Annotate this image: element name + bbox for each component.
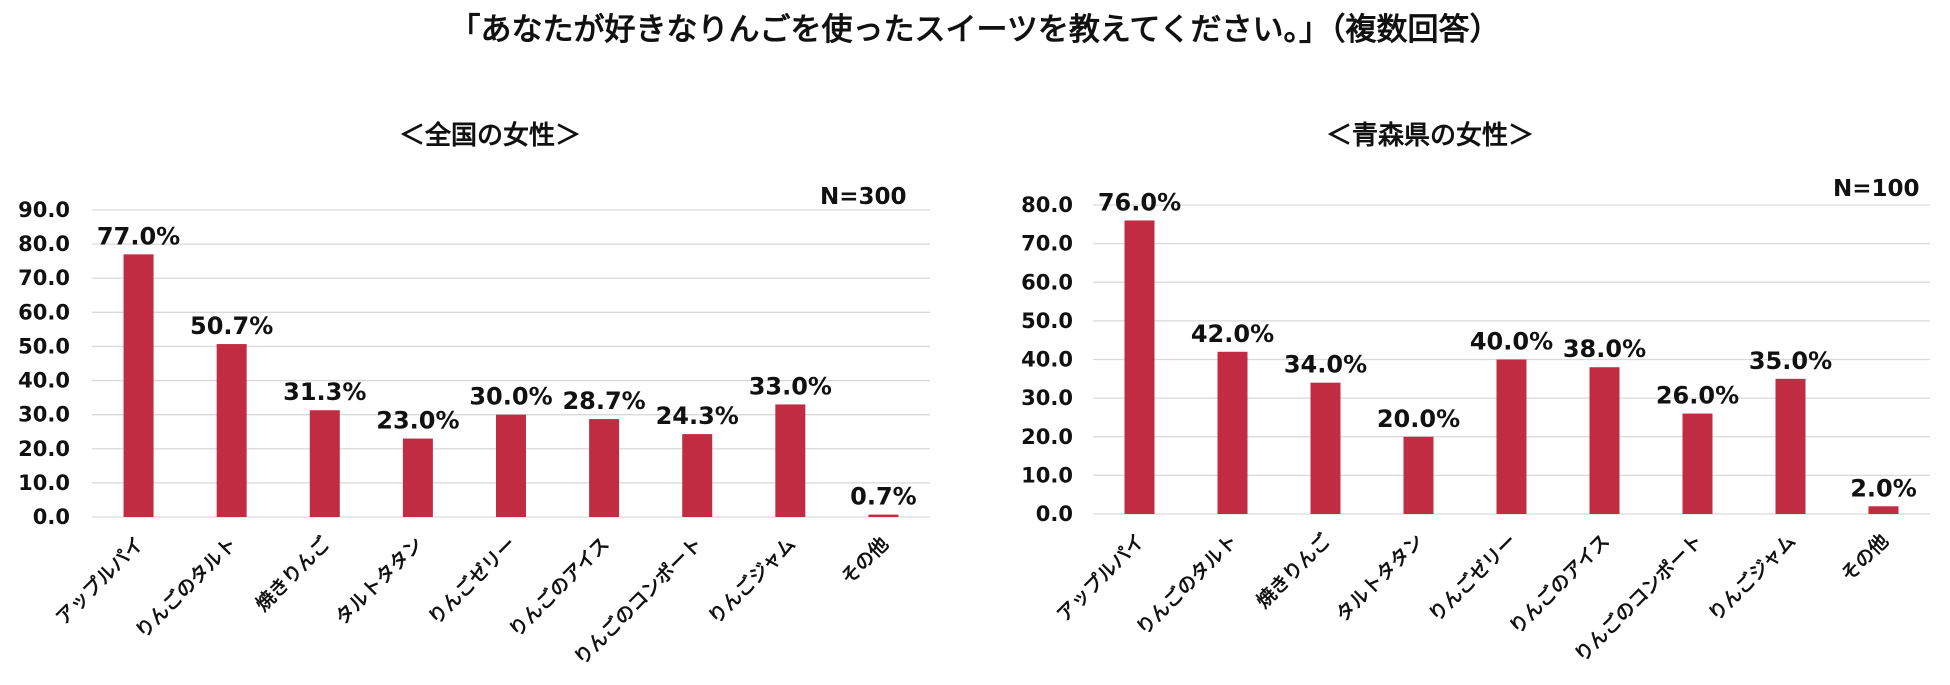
y-tick-label: 0.0	[33, 505, 70, 529]
sample-size-label: N=100	[1833, 176, 1920, 202]
y-tick-label: 20.0	[1021, 425, 1073, 449]
y-tick-label: 70.0	[18, 266, 70, 290]
x-tick-label: 焼きりんご	[251, 532, 334, 615]
bar	[1217, 351, 1248, 514]
bar	[402, 438, 433, 517]
y-tick-label: 80.0	[1021, 193, 1073, 217]
x-tick-label: アップルパイ	[1052, 529, 1149, 626]
bar	[775, 404, 806, 517]
data-label: 24.3%	[656, 402, 739, 430]
x-tick-label: りんごジャム	[1704, 529, 1800, 625]
x-tick-label: その他	[836, 532, 893, 589]
y-tick-label: 10.0	[1021, 463, 1073, 487]
main-title: 「あなたが好きなりんごを使ったスイーツを教えてください。」（複数回答）	[449, 12, 1501, 48]
chart-nationwide: ＜全国の女性＞ N=300 0.0 10.0 20.0 30.0 40.0 50.0 60.…	[0, 110, 950, 685]
bar	[589, 419, 620, 517]
y-tick-label: 20.0	[18, 437, 70, 461]
chart-aomori-plot: 0.0 10.0 20.0 30.0 40.0 50.0 60.0 70.0 80.0 76.0%…	[1021, 188, 1930, 666]
bar	[1496, 359, 1527, 514]
y-tick-label: 60.0	[18, 300, 70, 324]
y-tick-label: 50.0	[18, 334, 70, 358]
chart-aomori: ＜青森県の女性＞ N=100 0.0 10.0 20.0 30.0 40.0 50.0 60…	[985, 110, 1950, 685]
bar	[309, 410, 340, 517]
y-tick-label: 0.0	[1036, 502, 1073, 526]
chart-title: ＜青森県の女性＞	[1325, 121, 1534, 151]
sample-size-label: N=300	[820, 184, 907, 210]
data-label: 76.0%	[1098, 188, 1181, 216]
y-tick-label: 30.0	[18, 403, 70, 427]
x-tick-label: りんごのアイス	[1505, 529, 1614, 638]
chart-title: ＜全国の女性＞	[398, 121, 581, 151]
data-label: 2.0%	[1850, 474, 1917, 502]
x-tick-label: アップルパイ	[51, 532, 148, 629]
bar	[1589, 367, 1620, 514]
data-label: 28.7%	[562, 387, 645, 415]
data-label: 77.0%	[97, 222, 180, 250]
y-tick-label: 80.0	[18, 232, 70, 256]
x-tick-label: タルトタタン	[1332, 530, 1428, 626]
bar	[216, 344, 247, 517]
bar	[868, 514, 899, 517]
data-label: 50.7%	[190, 312, 273, 340]
bar	[123, 254, 154, 517]
y-tick-label: 90.0	[18, 198, 70, 222]
data-label: 26.0%	[1656, 382, 1739, 410]
x-tick-label: りんごゼリー	[424, 532, 521, 629]
bar	[496, 414, 526, 517]
data-label: 23.0%	[376, 407, 459, 435]
y-tick-label: 60.0	[1021, 270, 1073, 294]
x-tick-label: 焼きりんご	[1252, 529, 1335, 612]
y-tick-label: 50.0	[1021, 309, 1073, 333]
data-label: 42.0%	[1191, 320, 1274, 348]
x-tick-label: りんごジャム	[704, 532, 800, 628]
data-label: 40.0%	[1470, 328, 1553, 356]
bar	[1403, 436, 1434, 514]
data-label: 34.0%	[1284, 351, 1367, 379]
data-label: 33.0%	[749, 372, 832, 400]
bar	[682, 434, 713, 517]
data-label: 35.0%	[1749, 347, 1832, 375]
bar	[1868, 506, 1899, 514]
y-tick-label: 70.0	[1021, 232, 1073, 256]
bar	[1682, 413, 1713, 514]
bar	[1310, 382, 1341, 514]
x-tick-label: りんごのアイス	[504, 532, 613, 641]
data-label: 20.0%	[1377, 405, 1460, 433]
bar	[1124, 220, 1155, 514]
x-tick-label: りんごゼリー	[1424, 529, 1521, 626]
y-tick-label: 30.0	[1021, 386, 1073, 410]
y-tick-label: 10.0	[18, 471, 70, 495]
x-tick-label: その他	[1836, 529, 1893, 586]
data-label: 30.0%	[469, 383, 552, 411]
data-label: 38.0%	[1563, 335, 1646, 363]
y-tick-label: 40.0	[18, 369, 70, 393]
data-label: 0.7%	[850, 483, 917, 511]
bar	[1775, 378, 1806, 514]
data-label: 31.3%	[283, 378, 366, 406]
chart-nationwide-plot: 0.0 10.0 20.0 30.0 40.0 50.0 60.0 70.0 80.0 90.0 7…	[18, 198, 930, 669]
y-tick-label: 40.0	[1021, 348, 1073, 372]
x-tick-label: タルトタタン	[331, 533, 427, 629]
